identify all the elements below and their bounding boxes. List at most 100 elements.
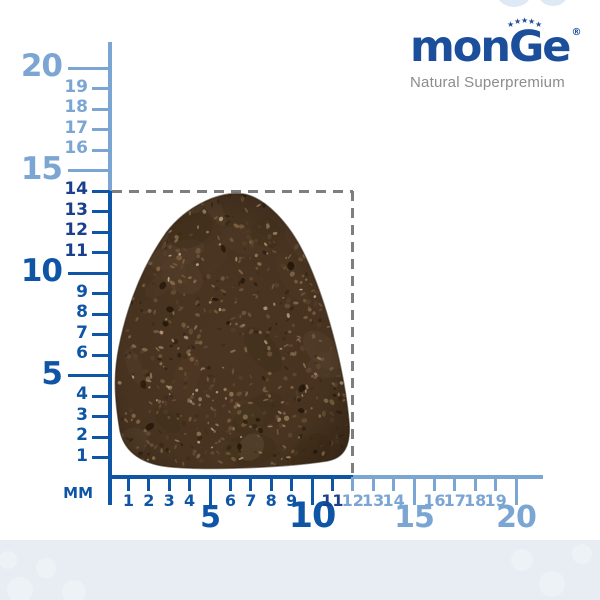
registered-trademark-icon: ® <box>571 27 582 38</box>
kibble-outline <box>114 192 351 470</box>
disclaimer-band: *ЦВЕТ, ФОРМА И РАЗМЕР ГРАНУЛ МОГУТ НЕЗНА… <box>0 540 600 600</box>
h-tick-14 <box>392 477 396 491</box>
h-label-10: 10 <box>288 496 337 536</box>
v-tick-8 <box>92 312 110 316</box>
wordmark-mon: mon <box>410 22 511 72</box>
v-tick-5 <box>68 374 110 377</box>
v-tick-9 <box>92 292 110 295</box>
v-tick-18 <box>92 107 110 111</box>
star-icon: ★ <box>527 17 535 26</box>
band-paw-dot <box>62 580 86 600</box>
monge-wordmark: mon G ★ ★ ★ ★ ★ e ® <box>410 17 582 72</box>
h-tick-1 <box>126 477 130 491</box>
h-label-15: 15 <box>394 500 435 535</box>
v-tick-13 <box>92 210 110 213</box>
v-label-6: 6 <box>76 343 88 363</box>
v-label-12: 12 <box>64 220 88 240</box>
h-label-14: 14 <box>382 491 405 510</box>
vertical-ruler-line-light <box>108 42 112 191</box>
h-label-1: 1 <box>122 491 134 510</box>
v-label-18: 18 <box>64 97 88 117</box>
star-icon: ★ <box>520 16 528 25</box>
height-guide-dashed-line <box>112 189 353 193</box>
v-label-2: 2 <box>76 425 88 445</box>
v-label-1: 1 <box>76 445 88 466</box>
h-tick-12 <box>351 477 355 491</box>
band-paw-dot <box>511 549 533 571</box>
h-tick-15 <box>412 477 416 505</box>
v-tick-17 <box>92 128 110 131</box>
v-label-8: 8 <box>76 302 88 322</box>
h-tick-18 <box>473 477 477 491</box>
width-guide-dashed-line <box>351 191 355 477</box>
h-label-18: 18 <box>464 491 487 510</box>
h-tick-8 <box>269 477 273 491</box>
band-paw-dot <box>7 577 33 600</box>
wordmark-e: e <box>542 22 571 72</box>
h-label-9: 9 <box>286 491 298 510</box>
logo-tagline: Natural Superpremium <box>410 74 565 91</box>
v-label-5: 5 <box>41 355 63 392</box>
h-label-16: 16 <box>423 491 446 510</box>
band-paw-dot <box>36 558 56 578</box>
v-label-16: 16 <box>64 138 88 158</box>
v-tick-7 <box>92 333 110 336</box>
logo-stars-icon: ★ ★ ★ ★ ★ <box>507 17 547 29</box>
v-label-7: 7 <box>76 322 88 343</box>
h-tick-7 <box>249 477 253 491</box>
band-paw-dot <box>0 551 17 569</box>
h-label-12: 12 <box>341 491 364 510</box>
h-tick-3 <box>167 477 171 491</box>
h-tick-2 <box>147 477 151 491</box>
horizontal-ruler-line-light <box>352 475 543 479</box>
h-tick-11 <box>330 477 334 491</box>
v-tick-12 <box>92 230 110 234</box>
h-label-17: 17 <box>443 491 466 510</box>
monge-logo: mon G ★ ★ ★ ★ ★ e ® Natural Superpremium <box>410 17 582 92</box>
h-tick-16 <box>432 477 436 491</box>
h-tick-20 <box>514 477 518 505</box>
v-label-20: 20 <box>20 48 63 84</box>
v-label-3: 3 <box>76 404 88 425</box>
star-icon: ★ <box>513 17 521 26</box>
h-tick-9 <box>290 477 294 491</box>
h-label-7: 7 <box>245 491 257 510</box>
h-tick-13 <box>371 477 375 491</box>
v-tick-4 <box>92 394 110 398</box>
kibble-shading <box>115 193 350 469</box>
vertical-ruler-line-dark <box>108 191 112 505</box>
v-label-17: 17 <box>64 117 88 138</box>
v-label-14: 14 <box>64 179 88 199</box>
h-tick-19 <box>494 477 498 491</box>
unit-label-mm: ММ <box>63 484 93 502</box>
h-label-11: 11 <box>321 491 344 510</box>
h-label-20: 20 <box>496 500 537 535</box>
v-tick-16 <box>92 148 110 152</box>
h-tick-5 <box>208 477 212 505</box>
band-paw-watermark-icon <box>0 544 592 600</box>
h-label-4: 4 <box>184 491 196 510</box>
star-icon: ★ <box>534 20 542 29</box>
h-tick-6 <box>228 477 232 491</box>
v-tick-3 <box>92 415 110 418</box>
paw-watermark-icon <box>499 0 566 7</box>
band-paw-dot <box>539 571 565 597</box>
wordmark-g: G ★ ★ ★ ★ ★ <box>507 17 544 69</box>
h-label-6: 6 <box>224 491 236 510</box>
h-label-8: 8 <box>265 491 277 510</box>
v-label-10: 10 <box>20 253 63 289</box>
h-label-13: 13 <box>362 491 385 510</box>
v-tick-15 <box>68 169 110 172</box>
v-label-15: 15 <box>20 150 63 187</box>
v-label-11: 11 <box>64 240 88 261</box>
star-icon: ★ <box>506 20 514 29</box>
v-tick-10 <box>68 271 110 275</box>
h-label-2: 2 <box>143 491 155 510</box>
h-tick-17 <box>453 477 457 491</box>
v-tick-14 <box>92 189 110 193</box>
v-label-13: 13 <box>64 199 88 220</box>
h-label-3: 3 <box>163 491 175 510</box>
